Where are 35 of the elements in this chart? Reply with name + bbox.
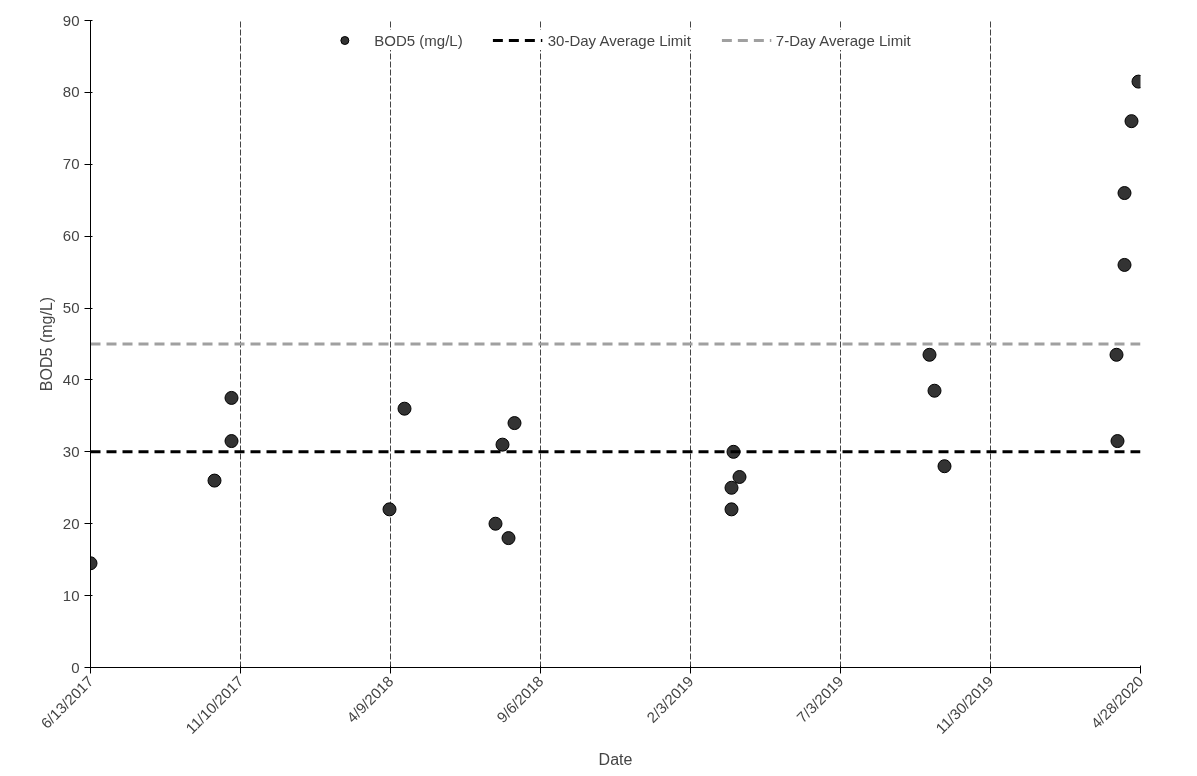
point bbox=[937, 459, 952, 474]
point bbox=[724, 502, 739, 517]
point bbox=[1117, 257, 1132, 272]
point bbox=[382, 502, 397, 517]
y-axis-title: BOD5 (mg/L) bbox=[37, 296, 55, 392]
y-tick-label: 20 bbox=[62, 514, 80, 532]
point bbox=[732, 470, 747, 484]
point bbox=[927, 383, 942, 398]
y-tick-label: 90 bbox=[62, 11, 80, 29]
point bbox=[922, 347, 937, 362]
point bbox=[495, 437, 510, 452]
y-tick-label: 60 bbox=[62, 227, 80, 245]
legend-label: 7-Day Average Limit bbox=[775, 31, 911, 49]
point bbox=[488, 516, 503, 531]
point bbox=[1110, 434, 1125, 449]
point bbox=[397, 401, 412, 416]
legend-label: 30-Day Average Limit bbox=[547, 31, 691, 49]
point bbox=[724, 480, 739, 495]
point bbox=[224, 390, 239, 405]
y-tick-label: 10 bbox=[62, 586, 80, 604]
point bbox=[224, 434, 239, 449]
point bbox=[1117, 186, 1132, 201]
point bbox=[1109, 347, 1124, 362]
point bbox=[507, 416, 522, 431]
y-tick-label: 40 bbox=[62, 370, 80, 388]
y-tick-label: 70 bbox=[62, 155, 80, 173]
legend-label: BOD5 (mg/L) bbox=[374, 31, 463, 49]
y-tick-label: 0 bbox=[71, 658, 80, 676]
point bbox=[207, 473, 222, 488]
y-tick-label: 80 bbox=[62, 83, 80, 101]
x-axis-title: Date bbox=[598, 750, 633, 768]
y-tick-label: 50 bbox=[62, 299, 80, 317]
y-tick-label: 30 bbox=[62, 442, 80, 460]
point bbox=[1124, 114, 1139, 129]
point bbox=[501, 531, 516, 546]
